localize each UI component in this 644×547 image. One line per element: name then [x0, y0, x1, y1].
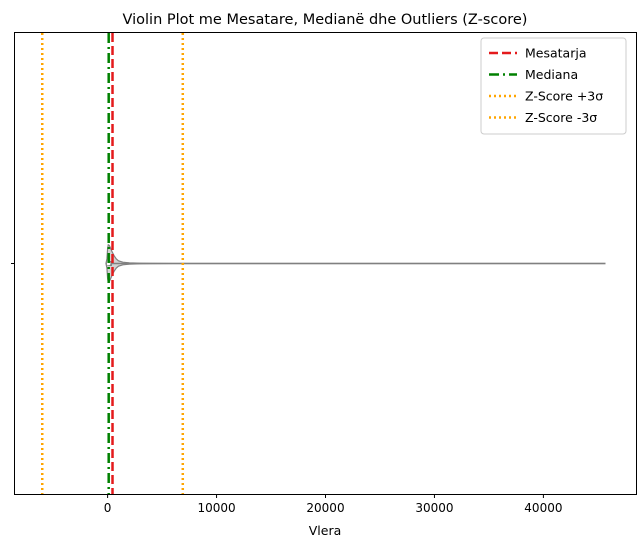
legend: Mesatarja Mediana Z-Score +3σ Z-Score -3σ [480, 37, 627, 135]
x-axis-label: Vlera [309, 523, 342, 538]
legend-box [480, 37, 627, 135]
legend-label-4: Z-Score -3σ [525, 110, 597, 125]
legend-label-3: Z-Score +3σ [525, 89, 603, 104]
x-tick-label-40000: 40000 [524, 501, 562, 515]
x-tick-label-10000: 10000 [197, 501, 235, 515]
x-tick-label-30000: 30000 [415, 501, 453, 515]
chart-title: Violin Plot me Mesatare, Medianë dhe Out… [123, 12, 528, 28]
plot-area [40, 33, 606, 494]
x-axis: 0 10000 20000 30000 40000 [11, 263, 562, 515]
x-tick-label-0: 0 [104, 501, 112, 515]
legend-label-2: Mediana [525, 67, 578, 82]
legend-label-1: Mesatarja [525, 46, 586, 61]
x-tick-label-20000: 20000 [306, 501, 344, 515]
